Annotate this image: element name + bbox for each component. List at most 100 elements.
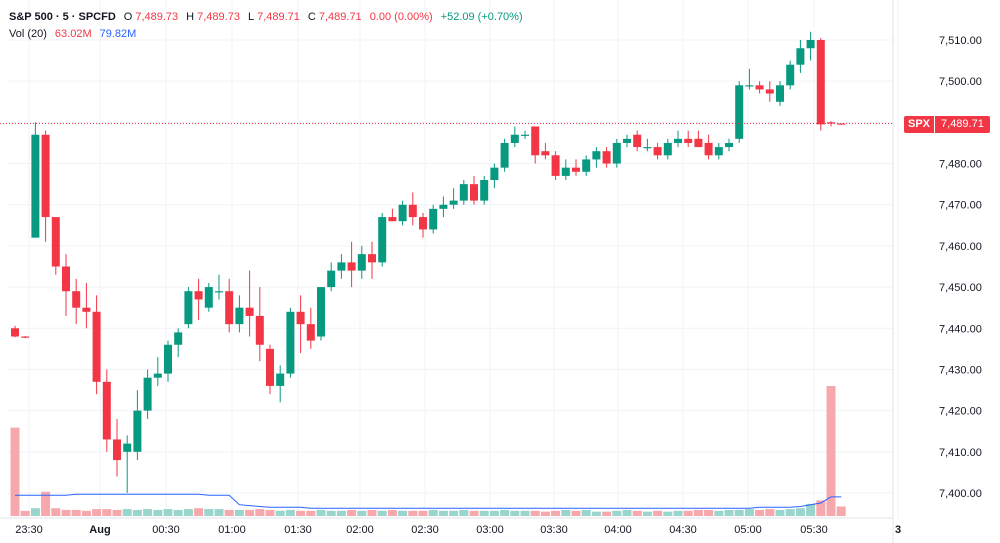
candle-body	[837, 123, 846, 125]
candle-body	[184, 291, 193, 325]
candle-body	[72, 291, 81, 308]
volume-bar	[194, 508, 204, 516]
price-tick-label: 7,510.00	[939, 35, 982, 47]
candle-body	[806, 40, 815, 49]
candle-body	[194, 291, 203, 300]
time-tick-label: 03:30	[540, 524, 568, 536]
volume-bar	[418, 510, 428, 516]
volume-bar	[183, 509, 193, 516]
volume-bar	[806, 503, 816, 516]
volume-bar	[326, 510, 336, 516]
candle-body	[510, 134, 519, 143]
volume-bar	[306, 510, 316, 516]
volume-bar	[653, 510, 663, 516]
time-tick-label: 04:00	[604, 524, 632, 536]
time-tick-label: 05:00	[734, 524, 762, 536]
volume-bar	[632, 510, 642, 516]
candle-body	[623, 138, 631, 143]
volume-bar	[387, 509, 397, 516]
candle-body	[725, 142, 733, 148]
volume-bar	[734, 509, 744, 516]
candle-body	[92, 311, 101, 382]
volume-bar	[265, 509, 275, 516]
last-price-value: 7,489.71	[934, 116, 990, 133]
volume-bar	[102, 509, 112, 516]
volume-bar	[816, 500, 826, 516]
candle-body	[408, 204, 417, 218]
volume-bar	[785, 509, 795, 516]
volume-bar	[479, 510, 489, 516]
candle-body	[500, 142, 509, 168]
volume-bar	[836, 506, 846, 516]
volume-bar	[775, 509, 785, 516]
candle-body	[827, 122, 835, 124]
volume-bar	[438, 510, 448, 516]
candle-body	[592, 151, 601, 160]
volume-bars	[10, 386, 846, 516]
candle-body	[674, 138, 682, 143]
volume-bar	[122, 509, 132, 516]
candle-body	[735, 85, 744, 139]
volume-bar	[10, 427, 20, 516]
volume-value: 63.02M	[54, 28, 92, 40]
candle-body	[357, 254, 366, 271]
candle-body	[153, 373, 162, 378]
time-tick-label: 02:00	[346, 524, 374, 536]
volume-bar	[755, 509, 765, 516]
volume-bar	[204, 509, 214, 516]
time-tick-label: 05:30	[800, 524, 828, 536]
time-tick-label: 01:30	[284, 524, 312, 536]
volume-bar	[214, 509, 224, 516]
candle-body	[531, 126, 540, 156]
time-axis[interactable]: 23:30 Aug 00:30 01:00 01:30 02:00 02:30 03:00 03…	[15, 524, 901, 536]
candle-body	[602, 151, 611, 164]
price-tick-label: 7,420.00	[939, 406, 982, 418]
volume-bar	[469, 510, 479, 516]
volume-bar	[296, 510, 306, 516]
candle-body	[41, 134, 50, 218]
volume-ma-value: 79.82M	[99, 28, 137, 40]
candle-body	[296, 311, 305, 325]
price-tick-label: 7,400.00	[939, 488, 982, 500]
volume-bar	[71, 509, 81, 516]
time-tick-label: 3	[895, 524, 901, 536]
candle-body	[164, 344, 172, 374]
time-tick-label: Aug	[89, 524, 110, 536]
price-axis[interactable]: 7,400.00 7,410.00 7,420.00 7,430.00 7,440.00…	[939, 35, 982, 500]
high-value: 7,489.73	[197, 11, 240, 23]
price-tick-label: 7,470.00	[939, 200, 982, 212]
candle-body	[204, 287, 213, 308]
volume-bar	[153, 509, 163, 516]
symbol-title[interactable]: S&P 500 · 5 · SPCFD	[9, 11, 116, 23]
chart-legend: S&P 500 · 5 · SPCFD O 7,489.73 H 7,489.73 …	[9, 9, 523, 43]
candle-body	[317, 287, 325, 337]
time-tick-label: 03:00	[476, 524, 504, 536]
candle-body	[745, 85, 754, 87]
price-tick-label: 7,500.00	[939, 76, 982, 88]
volume-bar	[81, 510, 91, 516]
last-price-symbol: SPX	[904, 116, 935, 133]
day-change-value: +52.09 (+0.70%)	[440, 11, 523, 23]
volume-bar	[347, 509, 357, 516]
candle-body	[429, 208, 438, 230]
volume-label[interactable]: Vol (20)	[9, 28, 47, 40]
candle-body	[266, 348, 274, 386]
candle-body	[21, 336, 30, 338]
volume-bar	[744, 509, 754, 516]
volume-bar	[30, 508, 40, 516]
candle-body	[643, 147, 652, 149]
volume-bar	[500, 509, 510, 516]
candle-body	[347, 262, 356, 271]
volume-bar	[61, 509, 71, 516]
volume-bar	[540, 511, 550, 516]
volume-bar	[255, 509, 265, 516]
volume-bar	[683, 510, 693, 516]
candle-body	[327, 270, 336, 288]
candle-body	[398, 204, 407, 222]
volume-bar	[92, 509, 102, 516]
candle-body	[633, 134, 642, 148]
candle-body	[31, 134, 40, 238]
candle-body	[337, 262, 346, 271]
volume-bar	[765, 509, 775, 516]
